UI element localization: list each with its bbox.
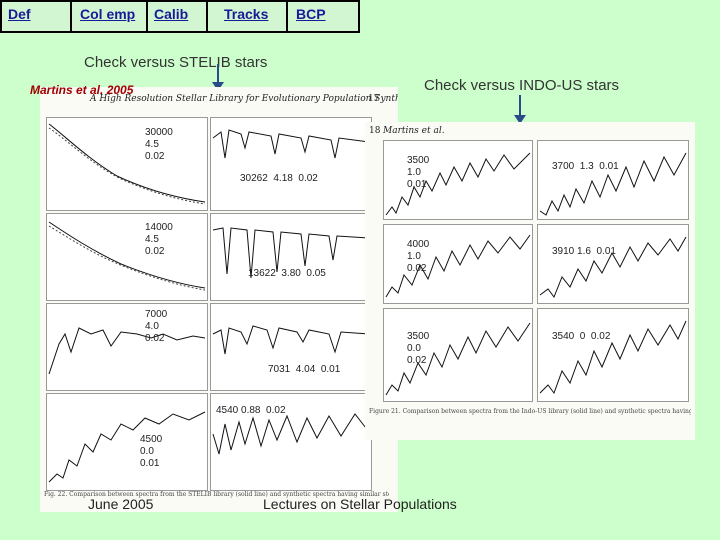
stelib-panel-b-left	[46, 213, 208, 301]
indous-anno-1-line-2: 1.0	[407, 167, 421, 178]
stelib-panel-hot-right	[210, 117, 372, 211]
stelib-panel-d-left	[46, 393, 208, 491]
nav-tab-tracks: Tracks	[208, 2, 288, 31]
nav-bar: Def Col emp Calib Tracks BCP	[0, 0, 360, 33]
stelib-anno-8-line-3: 0.01	[140, 458, 160, 469]
stelib-anno-4: 13622 3.80 0.05	[248, 268, 326, 279]
nav-link-tracks[interactable]: Tracks	[224, 6, 269, 22]
footer-title: Lectures on Stellar Populations	[263, 496, 457, 512]
stelib-panel-hot-left	[46, 117, 208, 211]
nav-tab-calib: Calib	[148, 2, 208, 31]
stelib-attribution: Martins et al. 2005	[30, 83, 134, 97]
stelib-anno-3-line-2: 4.5	[145, 234, 159, 245]
indous-authors: Martins et al.	[383, 126, 445, 136]
indous-anno-5-line-3: 0.02	[407, 355, 427, 366]
indous-anno-1-line-1: 3500	[407, 155, 430, 166]
stelib-anno-7: 4540 0.88 0.02	[216, 405, 286, 416]
nav-link-calib[interactable]: Calib	[154, 6, 189, 22]
stelib-anno-3-line-3: 0.02	[145, 246, 165, 257]
nav-tab-col-emp: Col emp	[72, 2, 148, 31]
stelib-paper-title: A High Resolution Stellar Library for Ev…	[90, 94, 398, 104]
indous-page-number: 18	[369, 126, 381, 136]
indous-panel-a-left	[383, 140, 533, 220]
nav-link-bcp[interactable]: BCP	[296, 6, 326, 22]
indous-heading: Check versus INDO-US stars	[424, 77, 620, 94]
indous-panel-b-left	[383, 224, 533, 304]
stelib-anno-3-line-1: 14000	[145, 222, 173, 233]
stelib-panel-c-left	[46, 303, 208, 391]
indous-anno-3-line-1: 4000	[407, 239, 430, 250]
stelib-arrow-icon	[212, 64, 224, 91]
stelib-anno-8-line-2: 0.0	[140, 446, 154, 457]
stelib-anno-6: 7031 4.04 0.01	[268, 364, 341, 375]
stelib-figure-caption: Fig. 22. Comparison between spectra from…	[44, 491, 389, 498]
stelib-panel-b-right	[210, 213, 372, 301]
indous-anno-6: 3540 0 0.02	[552, 331, 611, 342]
indous-panel-a-right	[537, 140, 689, 220]
nav-link-def[interactable]: Def	[8, 6, 31, 22]
stelib-panel-c-right	[210, 303, 372, 391]
indous-panel-c-left	[383, 308, 533, 402]
stelib-anno-5-line-1: 7000	[145, 309, 168, 320]
stelib-page-number: 17	[368, 94, 380, 104]
nav-link-col-emp[interactable]: Col emp	[80, 6, 136, 22]
footer-date: June 2005	[88, 496, 154, 512]
indous-anno-1-line-3: 0.01	[407, 179, 427, 190]
nav-tab-def: Def	[2, 2, 72, 31]
stelib-anno-5-line-3: 0.02	[145, 333, 165, 344]
stelib-anno-1-line-3: 0.02	[145, 151, 165, 162]
indous-paper-figure: 18 Martins et al. 3500 1.0 0.01 3700 1.3…	[365, 122, 695, 440]
indous-anno-5-line-2: 0.0	[407, 343, 421, 354]
stelib-anno-1-line-2: 4.5	[145, 139, 159, 150]
indous-panel-c-right	[537, 308, 689, 402]
nav-tab-bcp: BCP	[288, 2, 358, 31]
stelib-anno-2: 30262 4.18 0.02	[240, 173, 318, 184]
stelib-heading: Check versus STELIB stars	[84, 54, 268, 71]
indous-anno-4: 3910 1.6 0.01	[552, 246, 616, 257]
stelib-anno-5-line-2: 4.0	[145, 321, 159, 332]
indous-panel-b-right	[537, 224, 689, 304]
stelib-anno-1-line-1: 30000	[145, 127, 173, 138]
stelib-paper-figure: A High Resolution Stellar Library for Ev…	[40, 87, 398, 512]
indous-anno-3-line-2: 1.0	[407, 251, 421, 262]
indous-anno-3-line-3: 0.02	[407, 263, 427, 274]
indous-anno-5-line-1: 3500	[407, 331, 430, 342]
stelib-anno-8-line-1: 4500	[140, 434, 163, 445]
indous-figure-caption: Figure 21. Comparison between spectra fr…	[369, 408, 691, 415]
indous-arrow-icon	[514, 95, 526, 124]
indous-anno-2: 3700 1.3 0.01	[552, 161, 619, 172]
stelib-panel-d-right	[210, 393, 372, 491]
